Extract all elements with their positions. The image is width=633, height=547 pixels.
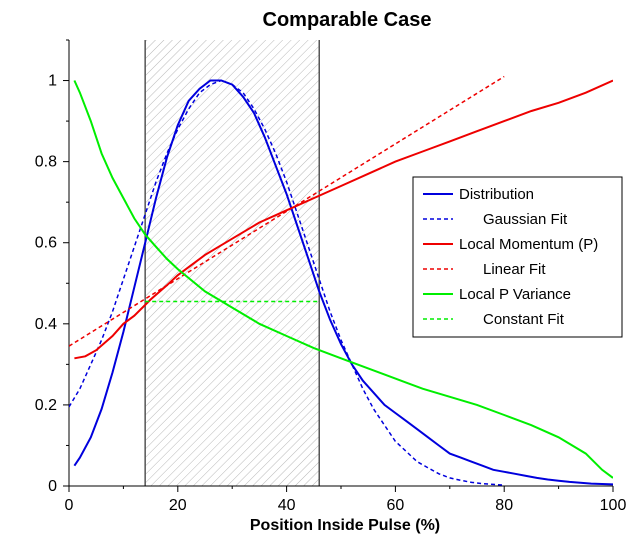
- shaded-region-layer: [144, 40, 320, 486]
- series-line-local-momentum-p: [74, 79, 613, 360]
- y-tick-label: 1: [48, 73, 57, 90]
- series-line-distribution: [73, 79, 613, 486]
- x-tick-label: 60: [387, 497, 405, 514]
- legend-label-constant-fit: Constant Fit: [483, 311, 565, 328]
- y-tick-label: 0.8: [35, 154, 57, 171]
- x-tick-label: 100: [600, 497, 627, 514]
- x-tick-label: 80: [495, 497, 513, 514]
- legend-label-distribution: Distribution: [459, 186, 534, 203]
- y-tick-label: 0.6: [35, 235, 57, 252]
- legend: Distribution Gaussian Fit Local Momentum (…: [412, 176, 623, 338]
- series-line-gaussian-fit: [69, 79, 505, 486]
- y-tick-label: 0.4: [35, 316, 57, 333]
- x-tick-label: 0: [65, 497, 74, 514]
- series-layer: [69, 75, 613, 486]
- y-tick-label: 0.2: [35, 397, 57, 414]
- series-line-local-p-variance: [73, 80, 613, 479]
- axes: 0 0.2 0.4 0.6 0.8 1 0 20 40 60 80 100: [35, 39, 627, 514]
- y-tick-label: 0: [48, 478, 57, 495]
- legend-box: [412, 176, 623, 338]
- series-line-linear-fit: [69, 75, 505, 347]
- chart-title: Comparable Case: [263, 9, 432, 31]
- shaded-region: [145, 40, 320, 486]
- legend-label-local-p-variance: Local P Variance: [459, 286, 571, 303]
- legend-label-gaussian-fit: Gaussian Fit: [483, 211, 568, 228]
- legend-label-linear-fit: Linear Fit: [483, 261, 546, 278]
- x-axis-title: Position Inside Pulse (%): [250, 517, 440, 534]
- x-tick-label: 20: [169, 497, 187, 514]
- x-tick-label: 40: [278, 497, 296, 514]
- legend-label-local-momentum-p: Local Momentum (P): [459, 236, 598, 253]
